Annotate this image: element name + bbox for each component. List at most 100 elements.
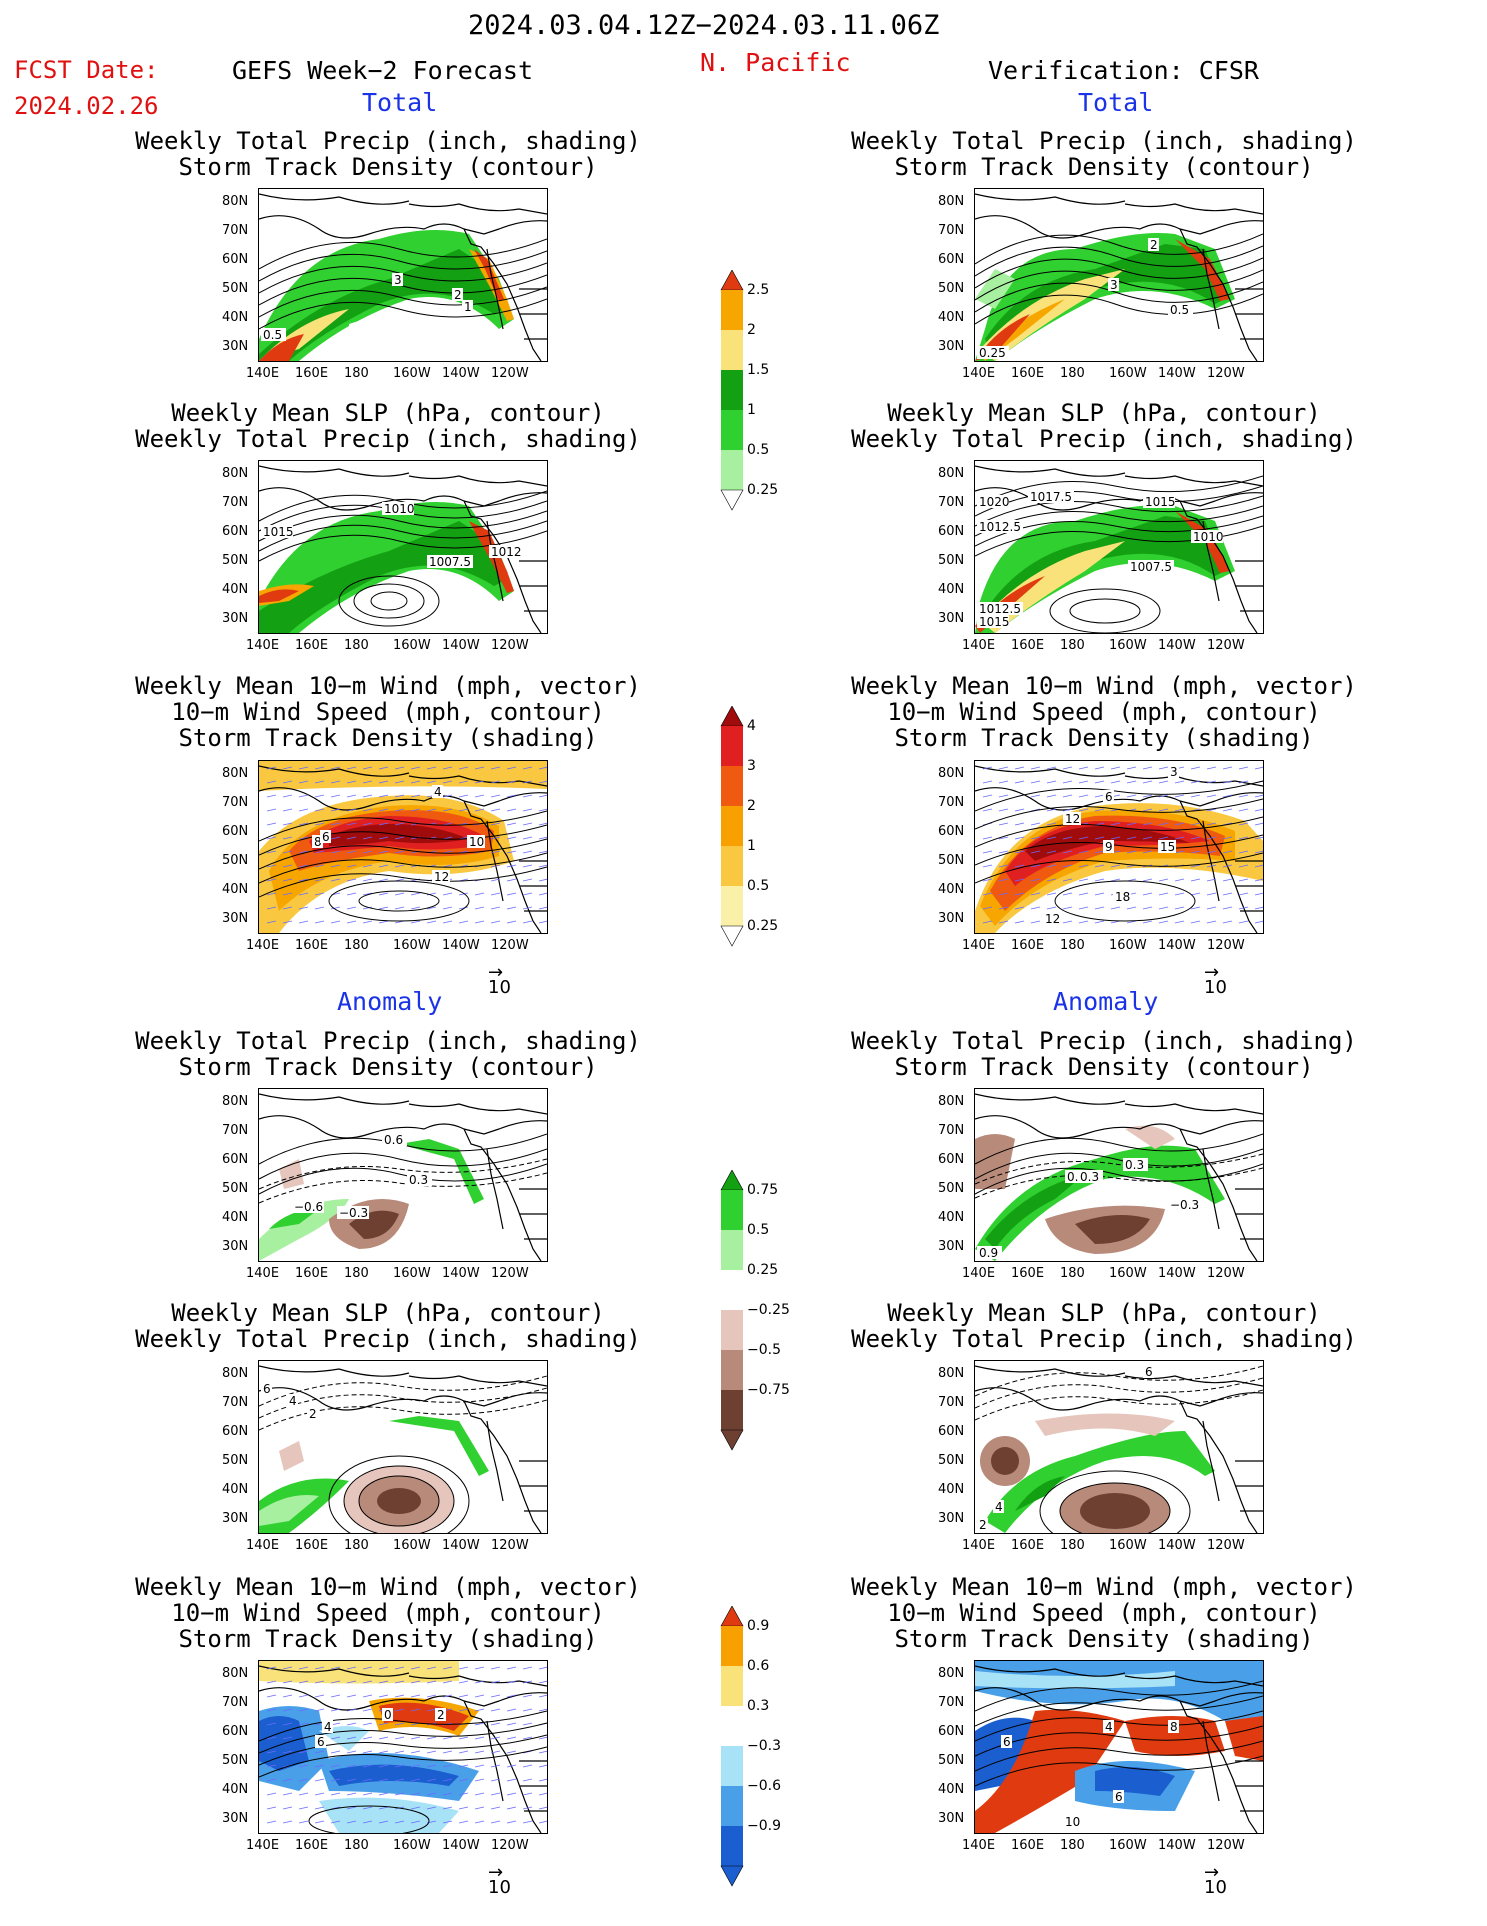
- wind-vector: [506, 864, 517, 868]
- wind-vector: [458, 1778, 469, 1782]
- wind-vector: [426, 1736, 437, 1740]
- contour-label-bg: [1143, 1365, 1154, 1378]
- contour-label: 4: [324, 1720, 332, 1734]
- wind-vector: [426, 906, 437, 910]
- wind-vector: [410, 1680, 421, 1684]
- contour-label-bg: [1078, 1170, 1103, 1183]
- contour-label-bg: [337, 1206, 369, 1219]
- wind-vector: [362, 766, 373, 770]
- wind-vector: [282, 906, 293, 910]
- lat-tick-label: 40N: [938, 1210, 965, 1225]
- wind-vector: [266, 1666, 277, 1670]
- lat-tick-label: 70N: [222, 223, 249, 238]
- wind-vector: [442, 836, 453, 840]
- wind-vector: [538, 822, 547, 826]
- colorbar-segment: [721, 1310, 743, 1350]
- contour-label: 15: [1160, 840, 1175, 854]
- contour-label-bg: [1168, 303, 1193, 316]
- lat-tick-label: 40N: [222, 1482, 249, 1497]
- colorbar-segment: [720, 925, 744, 947]
- wind-vector: [1174, 906, 1185, 910]
- wind-vector: [1174, 836, 1185, 840]
- wind-vector: [346, 1680, 357, 1684]
- lat-tick-label: 40N: [938, 310, 965, 325]
- wind-vector: [1190, 906, 1201, 910]
- coastline: [519, 560, 547, 612]
- wind-vector: [458, 1736, 469, 1740]
- wind-vector: [282, 1722, 293, 1726]
- wind-vector: [1190, 780, 1201, 784]
- wind-vector: [522, 1778, 533, 1782]
- wind-vector: [538, 1750, 547, 1754]
- colorbar-label: 0.3: [747, 1698, 770, 1714]
- wind-vector: [410, 780, 421, 784]
- wind-vector: [314, 906, 325, 910]
- wind-vector: [458, 1694, 469, 1698]
- wind-vector: [1206, 794, 1217, 798]
- lat-tick-label: 80N: [938, 466, 965, 481]
- shaded-field: [1025, 826, 1190, 861]
- wind-vector: [490, 1806, 501, 1810]
- contour-label: 1012.5: [979, 520, 1021, 534]
- wind-vector: [266, 1680, 277, 1684]
- wind-vector: [538, 780, 547, 784]
- wind-vector: [378, 822, 389, 826]
- wind-vector: [1062, 808, 1073, 812]
- wind-vector: [1014, 920, 1025, 924]
- contour-label: 2: [454, 288, 462, 302]
- coastline: [975, 1365, 1126, 1377]
- wind-vector: [442, 1694, 453, 1698]
- lat-tick-label: 30N: [222, 1811, 249, 1826]
- wind-vector: [522, 1806, 533, 1810]
- wind-vector: [394, 1736, 405, 1740]
- wind-vector: [1190, 794, 1201, 798]
- contour-label: 1015: [263, 525, 294, 539]
- lon-tick-label: 140W: [1158, 1838, 1196, 1853]
- wind-vector: [1206, 766, 1217, 770]
- colorbar-svg: [720, 1606, 744, 1887]
- wind-vector: [394, 1680, 405, 1684]
- wind-vector: [298, 1680, 309, 1684]
- map-svg: 1010 1015 1007.5 1012: [259, 465, 547, 633]
- contour: [975, 1377, 1263, 1409]
- lat-tick-label: 60N: [938, 1424, 965, 1439]
- wind-vector: [378, 780, 389, 784]
- colorbar-segment: [721, 1666, 743, 1706]
- wind-vector: [394, 906, 405, 910]
- contour-label-bg: [1113, 1790, 1124, 1803]
- contour-label: 6: [1105, 790, 1113, 804]
- contour-label: 4: [1105, 1720, 1113, 1734]
- lon-tick-label: 120W: [491, 938, 529, 953]
- contour-label: 18: [1115, 890, 1130, 904]
- wind-vector: [394, 892, 405, 896]
- lat-tick-label: 60N: [938, 252, 965, 267]
- contour: [975, 1680, 1263, 1712]
- lon-tick-label: 180: [344, 1266, 369, 1281]
- contour: [975, 1133, 1263, 1165]
- wind-vector: [982, 920, 993, 924]
- contour: [975, 1389, 1263, 1421]
- wind-vector: [282, 1820, 293, 1824]
- wind-vector: [426, 1708, 437, 1712]
- lat-tick-label: 70N: [222, 495, 249, 510]
- wind-vector: [266, 836, 277, 840]
- colorbar-label: 2: [747, 798, 756, 814]
- wind-vector: [330, 766, 341, 770]
- wind-vector: [1030, 766, 1041, 770]
- wind-vector: [522, 1764, 533, 1768]
- colorbar-segment: [720, 706, 744, 727]
- lon-tick-label: 160W: [393, 1266, 431, 1281]
- title-r5: Weekly Mean SLP (hPa, contour) Weekly Tot…: [851, 1299, 1357, 1353]
- coastline: [975, 1387, 1263, 1411]
- coastline: [519, 1460, 547, 1512]
- wind-vector: [1158, 892, 1169, 896]
- wind-vector: [1238, 906, 1249, 910]
- wind-vector: [1238, 920, 1249, 924]
- wind-vector: [378, 864, 389, 868]
- wind-vector: [1254, 766, 1263, 770]
- lat-tick-label: 30N: [222, 1511, 249, 1526]
- wind-vector: [1078, 836, 1089, 840]
- lat-tick-label: 40N: [938, 582, 965, 597]
- wind-vector: [1110, 864, 1121, 868]
- wind-vector: [458, 1792, 469, 1796]
